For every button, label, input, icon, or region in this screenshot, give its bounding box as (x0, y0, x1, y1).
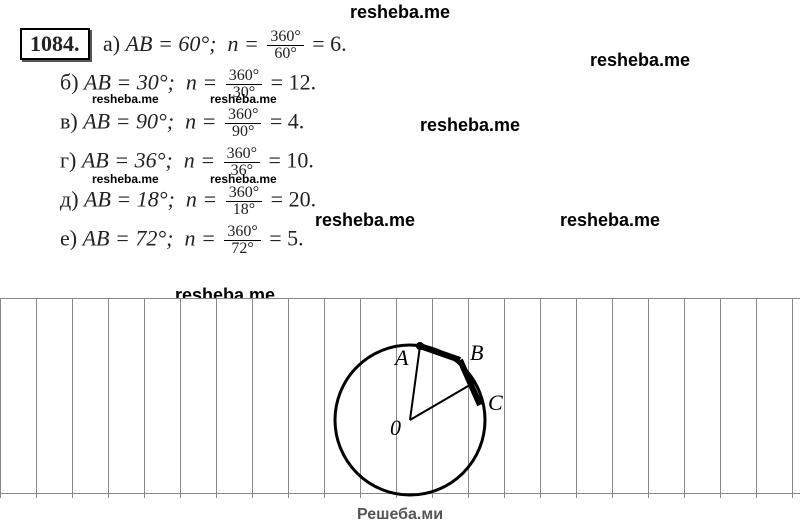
watermark: resheba.me (590, 50, 690, 71)
watermark: resheba.me (210, 92, 277, 106)
frac-v: 360° 90° (225, 107, 261, 140)
footer-brand: Решеба.ми (357, 506, 443, 524)
circle-diagram: A B C 0 (320, 310, 520, 500)
den-e: 72° (224, 241, 260, 257)
arc-v: AB = 90°; (83, 109, 174, 134)
brand-header: resheba.me (350, 2, 450, 23)
line-v: в) AB = 90°; n = 360° 90° = 4. (20, 107, 347, 140)
arc-e: AB = 72°; (83, 226, 174, 251)
watermark: resheba.me (315, 210, 415, 231)
watermark: resheba.me (92, 172, 159, 186)
problem-number: 1084. (20, 28, 90, 60)
watermark: resheba.me (92, 92, 159, 106)
frac-a: 360° 60° (267, 29, 303, 62)
watermark: resheba.me (420, 115, 520, 136)
label-C: C (488, 390, 503, 415)
line-e: е) AB = 72°; n = 360° 72° = 5. (20, 224, 347, 257)
arc-g: AB = 36°; (82, 148, 173, 173)
num-e: 360° (224, 224, 260, 241)
watermark: resheba.me (560, 210, 660, 231)
label-O: 0 (390, 415, 401, 440)
den-a: 60° (267, 46, 303, 62)
nlabel-e: n = (184, 226, 215, 251)
result-a: = 6. (312, 31, 346, 56)
result-d: = 20. (271, 187, 316, 212)
watermark: resheba.me (210, 172, 277, 186)
result-g: = 10. (268, 148, 313, 173)
num-a: 360° (267, 29, 303, 46)
label-A: A (393, 345, 409, 370)
line-a: 1084. а) AB = 60°; n = 360° 60° = 6. (20, 28, 347, 62)
letter-a: а) (103, 31, 120, 56)
nlabel-g: n = (184, 148, 215, 173)
line-d: д) AB = 18°; n = 360° 18° = 20. (20, 185, 347, 218)
line-b: б) AB = 30°; n = 360° 30° = 12. (20, 68, 347, 101)
den-d: 18° (226, 202, 262, 218)
num-v: 360° (225, 107, 261, 124)
num-g: 360° (224, 146, 260, 163)
result-b: = 12. (271, 70, 316, 95)
letter-b: б) (60, 70, 79, 95)
num-b: 360° (226, 68, 262, 85)
nlabel-d: n = (186, 187, 217, 212)
letter-d: д) (60, 187, 79, 212)
result-e: = 5. (269, 226, 303, 251)
arc-a: AB = 60°; (126, 31, 217, 56)
nlabel-v: n = (185, 109, 216, 134)
exercise-content: 1084. а) AB = 60°; n = 360° 60° = 6. б) … (20, 28, 347, 263)
arc-d: AB = 18°; (84, 187, 175, 212)
frac-d: 360° 18° (226, 185, 262, 218)
num-d: 360° (226, 185, 262, 202)
letter-e: е) (60, 226, 77, 251)
letter-v: в) (60, 109, 78, 134)
result-v: = 4. (270, 109, 304, 134)
label-B: B (470, 340, 483, 365)
den-v: 90° (225, 124, 261, 140)
frac-e: 360° 72° (224, 224, 260, 257)
letter-g: г) (60, 148, 76, 173)
line-g: г) AB = 36°; n = 360° 36° = 10. (20, 146, 347, 179)
nlabel-a: n = (227, 31, 258, 56)
